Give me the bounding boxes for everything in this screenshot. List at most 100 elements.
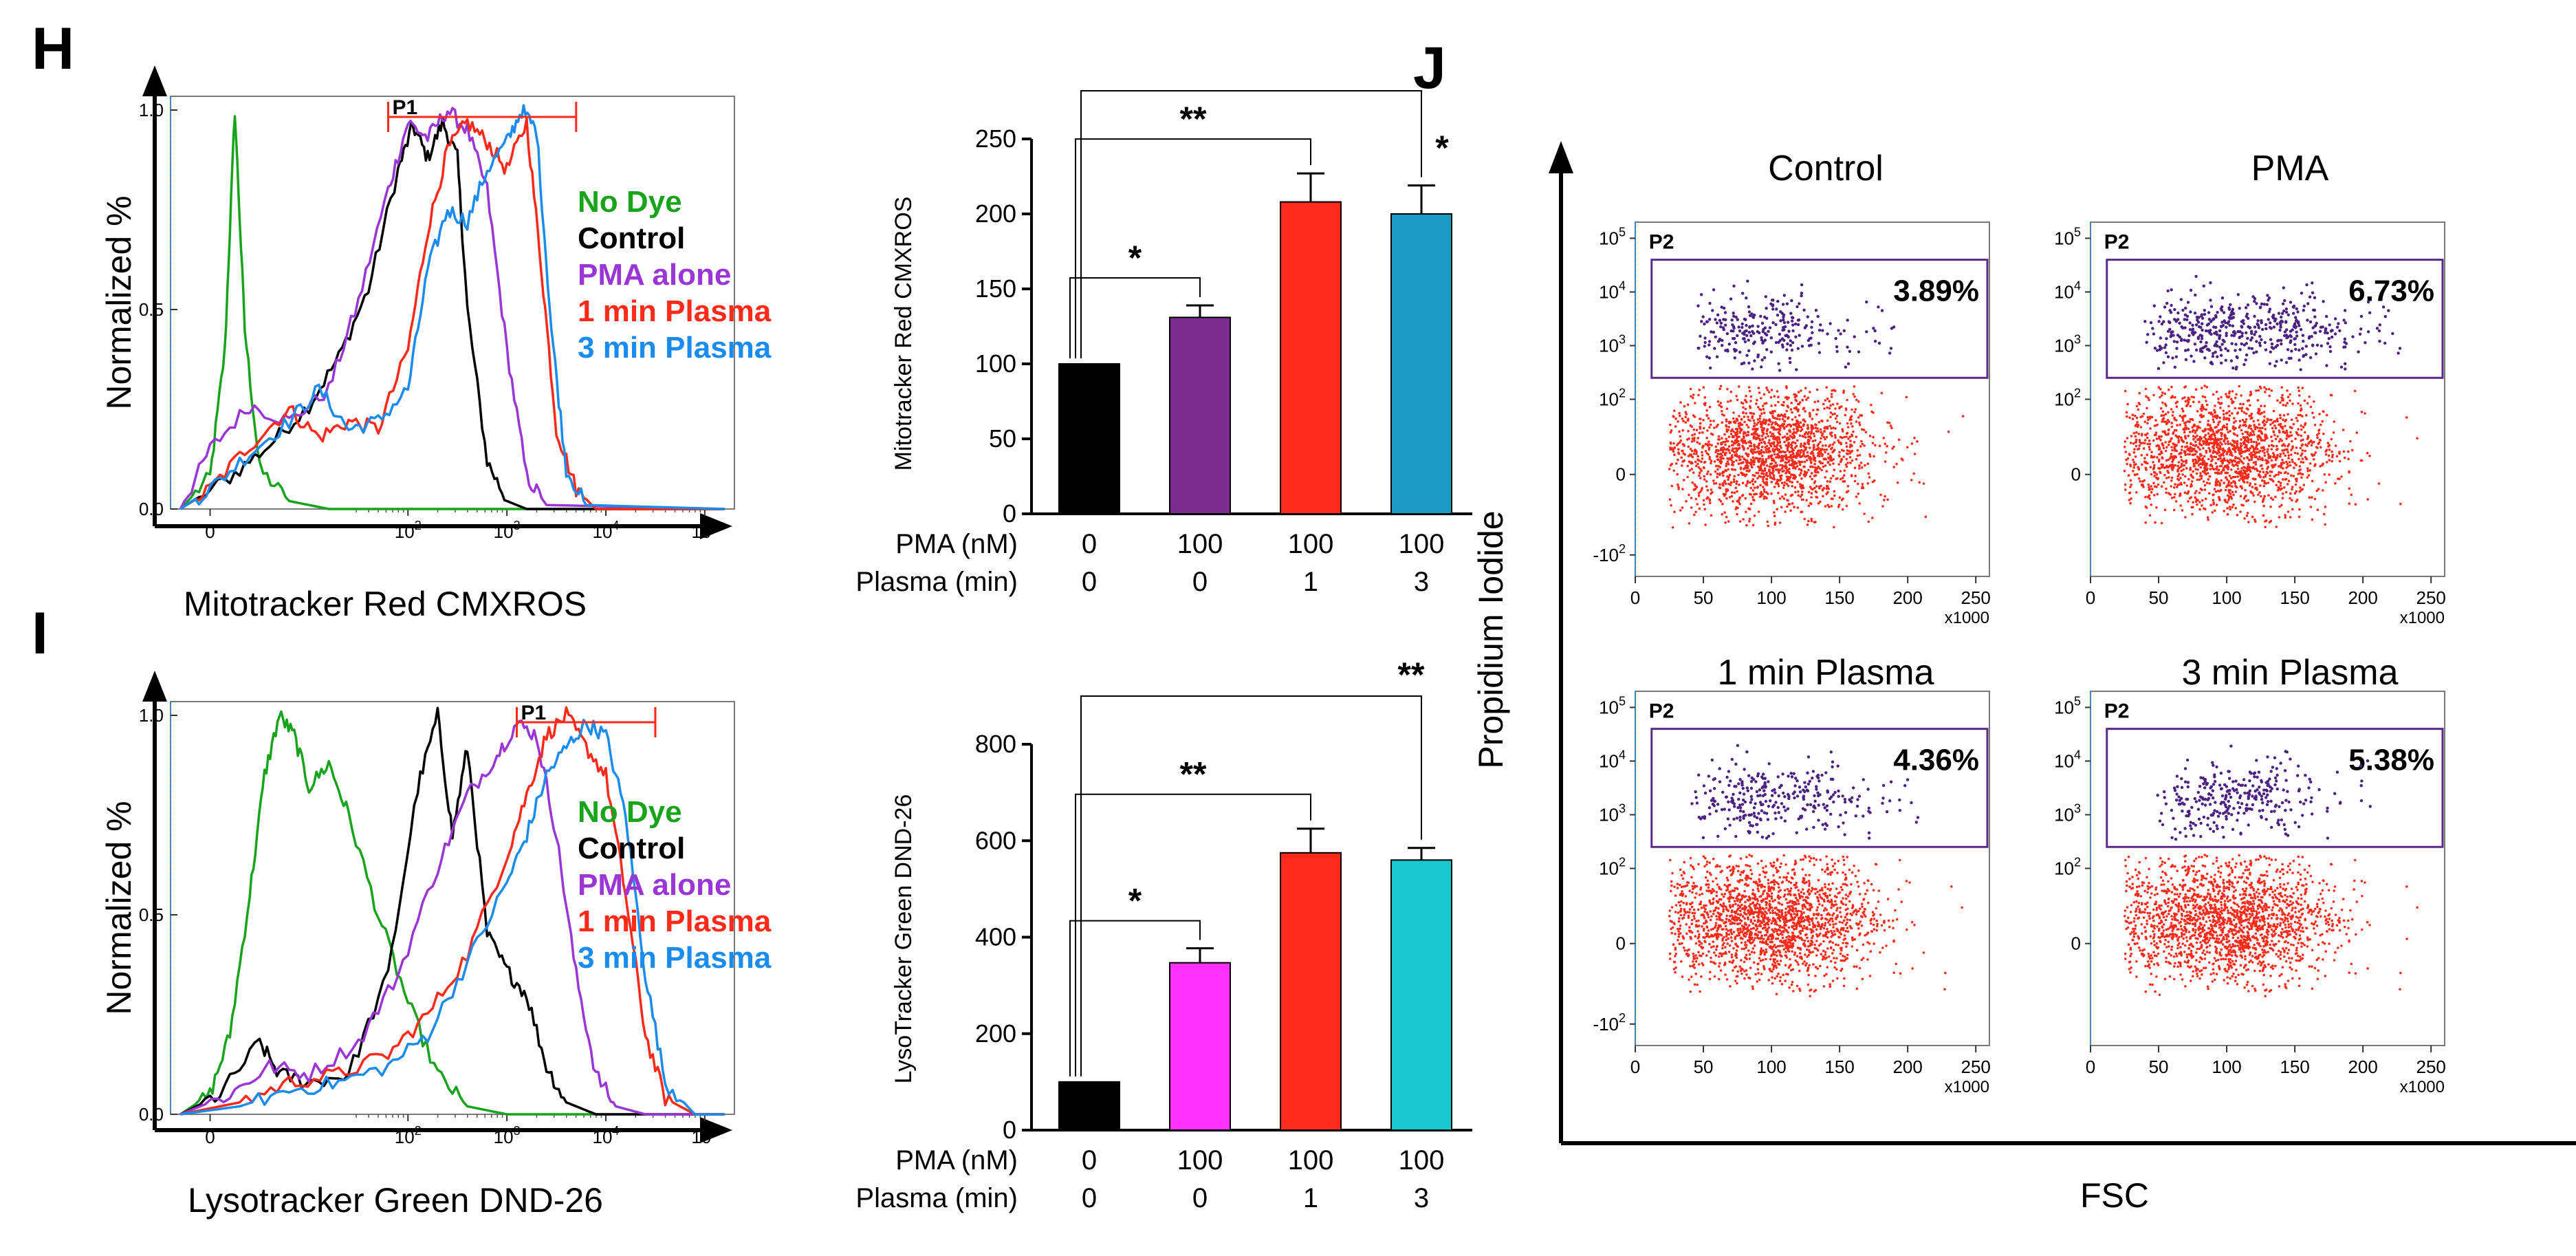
j-panel-1-dot-out [2198,508,2201,511]
j-panel-1-dot-out [2163,402,2167,406]
j-panel-0-dot-out [1800,487,1803,490]
j-panel-0-dot-out [1829,404,1832,407]
j-panel-0-dot-out [1762,464,1766,466]
j-panel-0-dot-out [1731,435,1734,439]
j-panel-0-dot-in [1765,333,1769,337]
j-panel-1-dot-out [2155,473,2159,476]
j-panel-0-dot-out [1762,451,1765,453]
j-panel-1-dot-out [2306,402,2309,405]
j-panel-0-dot-out [1820,449,1823,452]
j-panel-1-dot-out [2251,416,2253,420]
j-panel-0-dot-out [1751,448,1755,451]
j-panel-0-dot-in [1806,315,1809,318]
j-panel-1-dot-out [2230,497,2234,500]
j-panel-0-dot-out [1751,466,1754,469]
j-panel-1-dot-out [2297,515,2301,519]
j-panel-1-dot-out [2263,424,2266,427]
j-panel-1-dot-out [2252,461,2256,464]
j-panel-1-dot-out [2203,455,2206,458]
j-panel-0-dot-out [1786,449,1789,452]
j-panel-1-dot-out [2129,479,2132,482]
j-panel-1-dot-out [2123,469,2126,473]
j-panel-0-dot-out [1861,442,1864,446]
j-panel-0-dot-out [1836,477,1839,480]
j-panel-1-dot-out [2279,422,2282,426]
j-panel-0-dot-out [1732,464,1735,466]
j-panel-0-dot-out [1778,433,1782,436]
j-panel-1-dot-in [2240,325,2244,329]
j-panel-0-dot-in [1837,329,1840,332]
j-panel-1-dot-in [2194,293,2197,297]
h-bar-ytick-label-4: 200 [975,199,1016,228]
j-panel-2-ytick-label-0-exp: 5 [1619,694,1626,708]
j-panel-1-dot-out [2232,400,2235,404]
j-panel-0-dot-out [1677,486,1680,488]
j-panel-0-dot-out [1812,409,1815,411]
j-panel-0-dot-out [1878,444,1881,447]
j-panel-0-dot-out [1693,513,1696,517]
j-panel-0-dot-out [1811,440,1815,442]
j-panel-0-dot-out [1829,480,1832,483]
j-panel-0-dot-out [1698,431,1701,435]
j-panel-1-dot-out [2191,453,2194,456]
j-panel-1-dot-out [2269,418,2272,422]
j-panel-1-dot-out [2241,418,2245,422]
j-panel-0-dot-out [1697,393,1700,397]
j-panel-0-dot-out [1824,505,1827,508]
j-panel-0-dot-out [1866,462,1870,465]
j-panel-1-dot-out [2170,453,2173,455]
j-panel-0-dot-out [1768,439,1771,442]
j-panel-1-dot-out [2194,492,2196,495]
h-hist-series-no-dye [179,115,725,510]
j-panel-0-dot-out [1677,420,1679,423]
j-panel-1-dot-out [2126,402,2129,406]
j-panel-0-dot-out [1840,498,1844,501]
j-panel-0-dot-out [1686,403,1690,407]
j-panel-2-dot-out [1692,952,1695,955]
j-panel-1-ytick-label-3-base: 10 [2054,389,2074,410]
j-panel-0-dot-out [1735,450,1738,453]
j-panel-0-dot-out [1752,437,1756,440]
j-panel-0-dot-out [1738,415,1740,418]
j-panel-0-dot-out [1812,426,1815,430]
j-panel-1-dot-out [2243,471,2246,474]
j-panel-0-dot-in [1751,367,1754,371]
j-panel-2-dot-out [1859,907,1862,910]
j-panel-1-dot-out [2225,393,2227,396]
j-panel-0-dot-out [1690,449,1694,453]
j-panel-2-xtick-label-4: 200 [1892,1057,1922,1077]
j-panel-0-dot-out [1672,415,1675,418]
j-panel-0-dot-out [1749,407,1752,409]
j-panel-2-dot-out [1703,910,1706,913]
j-panel-0-dot-out [1813,466,1817,469]
j-panel-0-dot-out [1795,456,1798,459]
j-panel-2-xtick-label-2: 100 [1756,1057,1786,1077]
j-panel-1-dot-in [2183,338,2186,342]
j-panel-1-dot-out [2236,444,2238,447]
j-panel-1-dot-out [2269,506,2272,508]
j-panel-1-dot-in [2171,356,2174,360]
j-panel-0-dot-out [1856,454,1859,457]
j-panel-0-dot-in [1786,342,1789,346]
j-panel-1-dot-out [2248,484,2251,487]
j-panel-0-dot-out [1807,519,1810,523]
j-panel-0-dot-out [1888,422,1891,424]
j-panel-1-dot-out [2124,451,2128,453]
j-panel-1-dot-in [2344,321,2347,325]
h-bar-chart: Mitotracker Red CMXROS 050100150200250**… [855,90,1472,597]
j-panel-1-dot-out [2279,464,2282,467]
j-panel-1-dot-out [2263,386,2266,389]
j-panel-1-dot-out [2143,442,2146,445]
i-bar-row-1-value-3: 3 [1414,1183,1429,1213]
j-panel-0-dot-out [1778,418,1781,421]
j-panel-1-dot-out [2293,466,2295,469]
j-panel-0-dot-out [1669,442,1672,445]
j-panel-1-dot-in [2238,307,2241,310]
j-panel-1-dot-in [2273,364,2277,368]
h-bar-row-1-value-1: 0 [1192,567,1208,597]
j-panel-1-dot-out [2317,442,2320,445]
j-panel-0-dot-out [1810,492,1813,495]
j-panel-1-ytick-label-0-exp: 5 [2074,225,2081,239]
j-panel-2-dot-out [1794,896,1798,900]
j-panel-1-dot-in [2172,340,2176,343]
